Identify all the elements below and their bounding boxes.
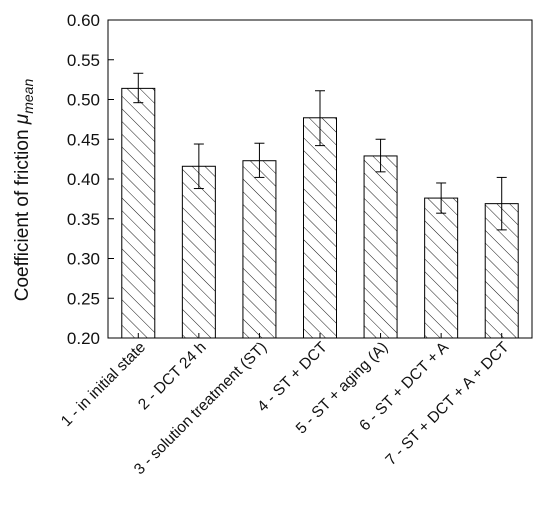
y-axis-label: Coefficient of friction μmean (12, 79, 36, 302)
y-tick-label: 0.25 (67, 289, 100, 308)
y-tick-label: 0.50 (67, 91, 100, 110)
y-tick-label: 0.40 (67, 170, 100, 189)
y-tick-label: 0.35 (67, 210, 100, 229)
bar (121, 87, 156, 339)
y-tick-label: 0.60 (67, 11, 100, 30)
y-tick-label: 0.45 (67, 130, 100, 149)
bar (424, 197, 459, 339)
bar (181, 165, 216, 339)
plot-area: 0.20 0.25 0.30 0.35 0.40 0.45 0.50 0.55 0.60 1 - … (58, 11, 533, 478)
x-category-label: 7 - ST + DCT + A + DCT (382, 338, 512, 468)
y-tick-label: 0.55 (67, 51, 100, 70)
bar (303, 117, 337, 339)
y-tick-label: 0.30 (67, 250, 100, 269)
bar (242, 160, 277, 339)
x-category-label: 1 - in initial state (58, 339, 149, 430)
y-tick-label: 0.20 (67, 329, 100, 348)
bar (363, 155, 398, 339)
